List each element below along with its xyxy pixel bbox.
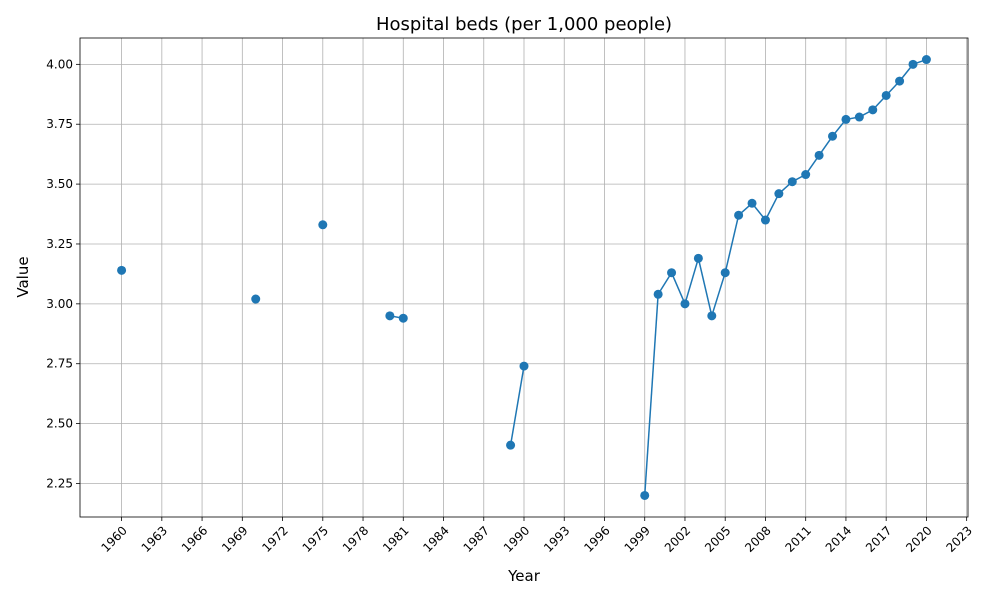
data-point xyxy=(868,105,878,115)
data-point xyxy=(774,189,784,199)
data-point xyxy=(398,313,408,323)
data-point xyxy=(760,215,770,225)
y-tick-label: 4.00 xyxy=(46,57,73,71)
data-point xyxy=(734,210,744,220)
data-point xyxy=(814,150,824,160)
y-tick-label: 3.75 xyxy=(46,117,73,131)
data-point xyxy=(318,220,328,230)
x-axis-title: Year xyxy=(507,567,541,585)
chart-title: Hospital beds (per 1,000 people) xyxy=(376,14,672,35)
y-tick-label: 2.50 xyxy=(46,417,73,431)
data-point xyxy=(640,490,650,500)
data-point xyxy=(801,170,811,180)
y-tick-label: 3.00 xyxy=(46,297,73,311)
data-point xyxy=(828,131,838,141)
y-axis-title: Value xyxy=(14,256,32,297)
data-point xyxy=(881,90,891,100)
data-point xyxy=(680,299,690,309)
y-tick-label: 2.75 xyxy=(46,357,73,371)
series-line-segment xyxy=(684,258,700,305)
series-points xyxy=(117,55,931,500)
data-point xyxy=(385,311,395,321)
series-line-segment xyxy=(711,272,726,317)
data-point xyxy=(519,361,529,371)
data-point xyxy=(117,265,127,275)
series-line-segment xyxy=(697,258,713,316)
data-point xyxy=(667,268,677,278)
data-point xyxy=(895,76,905,86)
data-point xyxy=(251,294,261,304)
series-line-segment xyxy=(670,272,686,305)
series-line-segment xyxy=(764,193,780,221)
data-point xyxy=(921,55,931,65)
data-point xyxy=(506,440,516,450)
series-line-segment xyxy=(724,215,740,273)
data-point xyxy=(747,198,757,208)
y-tick-label: 3.25 xyxy=(46,237,73,251)
y-tick-label: 3.50 xyxy=(46,177,73,191)
series-line-segment xyxy=(509,365,525,446)
data-point xyxy=(854,112,864,122)
data-point xyxy=(653,289,663,299)
data-point xyxy=(693,253,703,263)
y-tick-label: 2.25 xyxy=(46,476,73,490)
y-axis-ticks: 2.25 2.50 2.75 3.00 3.25 3.50 3.75 4.00 xyxy=(46,57,80,490)
series-line-segment xyxy=(643,294,659,496)
data-point xyxy=(908,59,918,69)
data-point xyxy=(841,114,851,124)
data-point xyxy=(720,268,730,278)
data-point xyxy=(707,311,717,321)
data-point xyxy=(787,177,797,187)
